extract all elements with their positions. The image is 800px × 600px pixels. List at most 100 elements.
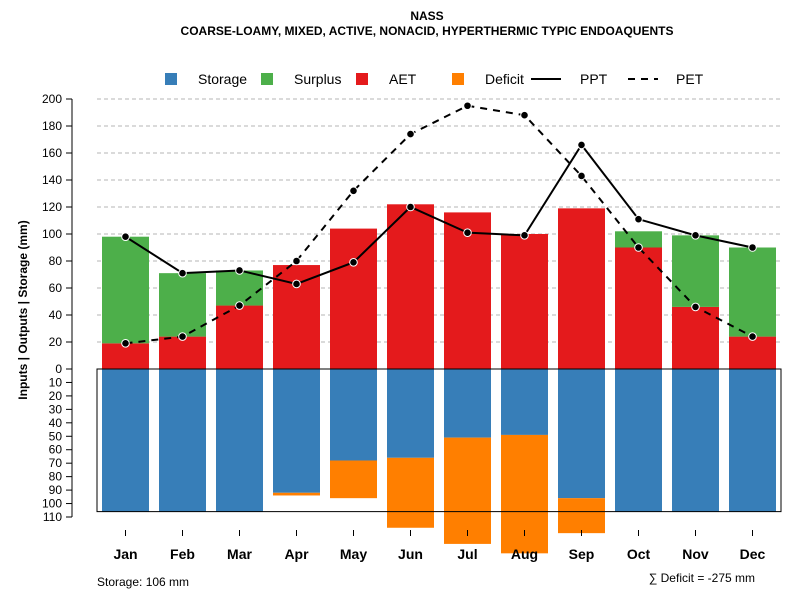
bar-deficit-jun: [387, 457, 434, 528]
legend-label-deficit: Deficit: [485, 71, 524, 87]
bar-aet-sep: [558, 208, 605, 369]
bar-aet-jul: [444, 212, 491, 369]
bar-storage-may: [330, 369, 377, 461]
x-label-dec: Dec: [740, 546, 766, 562]
point-ppt-feb: [178, 268, 187, 278]
y-tick-label-160: 160: [42, 146, 62, 160]
point-ppt-apr: [292, 279, 301, 289]
y-tick-label-0: 0: [55, 362, 62, 376]
point-pet-oct: [634, 243, 643, 252]
legend-label-pet: PET: [676, 71, 704, 87]
chart-title: NASS: [410, 9, 443, 23]
legend-label-storage: Storage: [198, 71, 247, 87]
x-label-jun: Jun: [398, 546, 423, 562]
point-pet-mar: [235, 301, 244, 310]
point-ppt-dec: [748, 243, 757, 252]
x-label-jul: Jul: [457, 546, 477, 562]
point-pet-feb: [178, 332, 187, 341]
point-pet-jun: [406, 129, 415, 139]
bar-aet-aug: [501, 234, 548, 369]
legend-label-ppt: PPT: [580, 71, 608, 87]
bar-storage-nov: [672, 369, 719, 512]
bar-surplus-oct: [615, 231, 662, 248]
y-tick-label-lower-50: 50: [49, 429, 63, 443]
point-pet-may: [349, 186, 358, 196]
storage-note: Storage: 106 mm: [97, 575, 189, 589]
point-pet-apr: [292, 256, 301, 266]
bar-aet-may: [330, 228, 377, 369]
point-ppt-jul: [463, 228, 472, 237]
bar-deficit-jul: [444, 437, 491, 544]
y-tick-label-lower-80: 80: [49, 470, 63, 484]
point-pet-aug: [520, 110, 529, 120]
point-pet-sep: [577, 171, 586, 181]
bar-storage-dec: [729, 369, 776, 512]
bar-storage-jun: [387, 369, 434, 458]
bar-aet-mar: [216, 305, 263, 369]
legend: Storage Surplus AET Deficit PPT PET: [165, 71, 704, 87]
bar-surplus-feb: [159, 273, 206, 337]
legend-label-surplus: Surplus: [294, 71, 341, 87]
x-label-jan: Jan: [113, 546, 137, 562]
point-ppt-oct: [634, 214, 643, 224]
bar-storage-aug: [501, 369, 548, 435]
point-ppt-jun: [406, 202, 415, 212]
lower-bars: [96, 368, 782, 554]
legend-swatch-surplus: [261, 73, 273, 85]
bar-storage-apr: [273, 369, 320, 493]
y-tick-label-lower-90: 90: [49, 483, 63, 497]
bar-surplus-jan: [102, 236, 149, 344]
bar-aet-feb: [159, 336, 206, 369]
bar-aet-jun: [387, 204, 434, 369]
point-pet-jan: [121, 339, 130, 348]
point-pet-jul: [463, 101, 472, 111]
point-pet-dec: [748, 332, 757, 341]
legend-swatch-deficit: [452, 73, 464, 85]
x-label-may: May: [340, 546, 367, 562]
y-tick-label-60: 60: [49, 281, 63, 295]
point-ppt-mar: [235, 266, 244, 275]
bar-deficit-apr: [273, 492, 320, 496]
bar-aet-nov: [672, 306, 719, 369]
y-tick-label-lower-110: 110: [43, 510, 62, 524]
y-tick-label-100: 100: [42, 227, 62, 241]
point-ppt-may: [349, 258, 358, 267]
bar-deficit-may: [330, 460, 377, 499]
point-ppt-jan: [121, 232, 130, 241]
bar-storage-jan: [102, 369, 149, 512]
x-label-feb: Feb: [170, 546, 195, 562]
line-ppt: [124, 143, 753, 285]
bar-storage-mar: [216, 369, 263, 512]
x-label-nov: Nov: [682, 546, 709, 562]
y-tick-label-lower-100: 100: [42, 497, 62, 511]
deficit-note: ∑ Deficit = -275 mm: [649, 571, 755, 585]
y-axis: 0204060801001201401601802001020304050607…: [42, 92, 73, 524]
y-tick-label-lower-20: 20: [49, 389, 63, 403]
y-tick-label-lower-40: 40: [49, 416, 63, 430]
bar-aet-dec: [729, 336, 776, 369]
x-label-aug: Aug: [511, 546, 538, 562]
y-tick-label-20: 20: [49, 335, 63, 349]
upper-bars: [102, 204, 776, 369]
bar-aet-oct: [615, 247, 662, 369]
x-label-oct: Oct: [627, 546, 651, 562]
chart-subtitle: COARSE-LOAMY, MIXED, ACTIVE, NONACID, HY…: [181, 24, 674, 38]
bar-storage-feb: [159, 369, 206, 512]
legend-swatch-aet: [356, 73, 368, 85]
bar-storage-jul: [444, 369, 491, 438]
y-tick-label-lower-70: 70: [49, 456, 63, 470]
y-tick-label-200: 200: [42, 92, 62, 106]
y-tick-label-140: 140: [42, 173, 62, 187]
y-tick-label-lower-30: 30: [49, 402, 63, 416]
y-tick-label-lower-10: 10: [49, 375, 63, 389]
x-label-mar: Mar: [227, 546, 252, 562]
x-axis: Jan Feb Mar Apr May Jun Jul Aug Sep Oct Nov Dec: [113, 530, 766, 562]
y-tick-label-80: 80: [49, 254, 63, 268]
bar-surplus-mar: [216, 270, 263, 306]
point-ppt-nov: [691, 231, 700, 240]
legend-swatch-storage: [165, 73, 177, 85]
gridlines: [97, 98, 781, 343]
bar-deficit-sep: [558, 498, 605, 534]
x-label-sep: Sep: [569, 546, 595, 562]
